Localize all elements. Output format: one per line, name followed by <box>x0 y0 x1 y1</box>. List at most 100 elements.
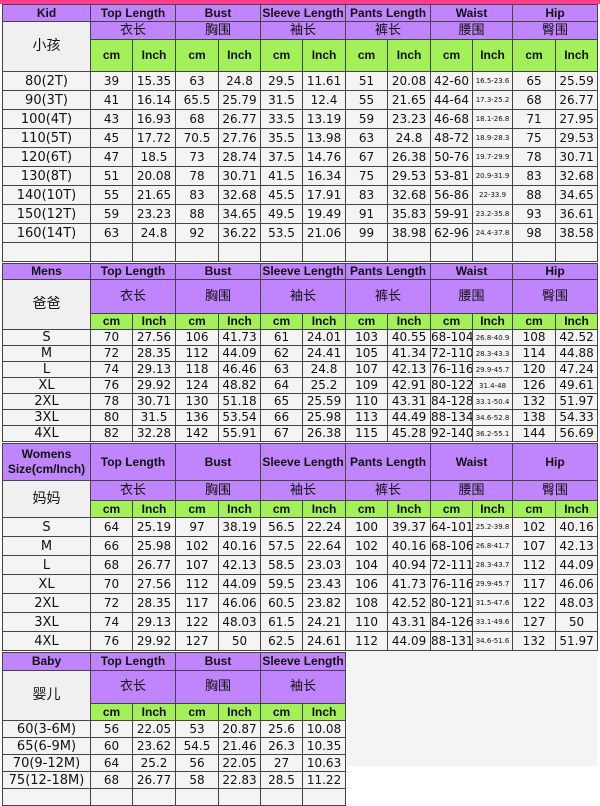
section-title-cn: 婴儿 <box>2 670 91 721</box>
table-cell: 40.55 <box>387 329 432 346</box>
table-cell: 76-116 <box>430 361 474 378</box>
table-cell: 29.53 <box>387 166 432 186</box>
table-cell: 29.92 <box>132 631 176 651</box>
table-cell: 136 <box>175 409 219 426</box>
table-cell: 99 <box>345 223 389 243</box>
empty-cell <box>512 242 557 262</box>
table-cell: 42.13 <box>387 361 432 378</box>
table-cell: 31.4-48 <box>472 377 514 394</box>
unit-inch: Inch <box>217 500 262 518</box>
table-cell: 72-110 <box>430 345 474 362</box>
empty-cell <box>175 242 219 262</box>
table-cell: 28.74 <box>217 147 262 167</box>
measure-header-cn: 胸围 <box>174 21 262 40</box>
table-cell: 22.64 <box>302 536 347 556</box>
table-row: 3XL 74 29.13 122 48.03 61.5 24.21 110 43.31 84-12… <box>2 612 599 632</box>
table-cell: 43.31 <box>387 612 432 632</box>
table-cell: 71 <box>512 109 557 129</box>
table-row: L 68 26.77 107 42.13 58.5 23.03 104 40.94 72-111 2… <box>2 555 599 575</box>
table-cell: 58 <box>175 771 219 789</box>
measure-header: Bust <box>174 652 262 671</box>
unit-inch: Inch <box>132 313 176 330</box>
table-cell: 104 <box>345 555 389 575</box>
empty-cell <box>430 242 474 262</box>
table-cell: 54.33 <box>555 409 599 426</box>
table-cell: 67 <box>345 147 389 167</box>
table-cell: 56.5 <box>260 517 304 537</box>
measure-header: Top Length <box>90 263 176 280</box>
table-cell: 41.73 <box>217 329 262 346</box>
table-cell: 46.46 <box>217 361 262 378</box>
table-cell: 51.97 <box>555 631 599 651</box>
table-cell: 107 <box>512 536 557 556</box>
table-cell: 19.7-29.9 <box>472 147 514 167</box>
table-cell: 31.5-47.6 <box>472 593 514 613</box>
table-cell: 33.1-50.4 <box>472 393 514 410</box>
table-row: 80(2T) 39 15.35 63 24.8 29.5 11.61 51 20.08 42-60… <box>2 71 599 91</box>
table-row: 90(3T) 41 16.14 65.5 25.79 31.5 12.4 55 21.65 44-… <box>2 90 599 110</box>
measure-header: Waist <box>430 443 514 481</box>
table-cell: 65.5 <box>175 90 219 110</box>
unit-cm: cm <box>260 313 304 330</box>
unit-cm: cm <box>90 39 133 72</box>
table-cell: 36.2-55.1 <box>472 425 514 442</box>
table-cell: 53 <box>175 720 219 738</box>
size-label: S <box>2 329 91 346</box>
table-cell: 107 <box>175 555 219 575</box>
table-cell: 50 <box>555 612 599 632</box>
table-cell: 144 <box>512 425 557 442</box>
unit-inch: Inch <box>555 313 599 330</box>
table-cell: 23.62 <box>132 737 176 755</box>
table-row: XL 76 29.92 124 48.82 64 25.2 109 42.91 80-122 31.… <box>2 377 599 394</box>
table-cell: 35.5 <box>260 128 304 148</box>
table-cell: 36.22 <box>217 223 262 243</box>
table-row: 60(3-6M) 56 22.05 53 20.87 25.6 10.08 <box>2 720 347 738</box>
table-cell: 34.6-51.6 <box>472 631 514 651</box>
empty-cell <box>2 788 91 806</box>
table-cell: 22.24 <box>302 517 347 537</box>
measure-header: Bust <box>174 443 262 481</box>
size-label: 75(12-18M) <box>2 771 91 789</box>
table-cell: 56.69 <box>555 425 599 442</box>
table-cell: 34.65 <box>555 185 599 205</box>
table-cell: 39.37 <box>387 517 432 537</box>
table-cell: 61 <box>260 329 304 346</box>
table-cell: 40.16 <box>555 517 599 537</box>
table-cell: 82 <box>90 425 133 442</box>
table-cell: 16.93 <box>132 109 176 129</box>
table-cell: 53.5 <box>260 223 304 243</box>
empty-cell <box>260 788 304 806</box>
table-cell: 24.8 <box>387 128 432 148</box>
measure-header: Sleeve Length <box>260 443 347 481</box>
table-cell: 43 <box>90 109 133 129</box>
table-cell: 23.2-35.8 <box>472 204 514 224</box>
empty-cell <box>217 788 262 806</box>
table-cell: 21.65 <box>387 90 432 110</box>
table-cell: 102 <box>175 536 219 556</box>
empty-row <box>2 242 599 262</box>
unit-cm: cm <box>512 39 557 72</box>
table-cell: 80-122 <box>430 377 474 394</box>
table-cell: 102 <box>512 517 557 537</box>
table-cell: 24.21 <box>302 612 347 632</box>
table-row: S 70 27.56 106 41.73 61 24.01 103 40.55 68-104 26.… <box>2 329 599 346</box>
measure-header: Pants Length <box>345 263 432 280</box>
measure-header-cn: 臀围 <box>512 480 599 501</box>
table-cell: 25.59 <box>555 71 599 91</box>
table-cell: 23.23 <box>132 204 176 224</box>
table-cell: 92 <box>175 223 219 243</box>
section-title-cn: 爸爸 <box>2 279 91 330</box>
empty-cell <box>302 242 347 262</box>
table-cell: 114 <box>512 345 557 362</box>
table-cell: 38.19 <box>217 517 262 537</box>
table-cell: 22.83 <box>217 771 262 789</box>
table-cell: 88-131 <box>430 631 474 651</box>
table-cell: 42.13 <box>555 536 599 556</box>
table-cell: 25.2 <box>132 754 176 772</box>
table-cell: 72 <box>90 593 133 613</box>
table-cell: 73 <box>175 147 219 167</box>
size-label: 65(6-9M) <box>2 737 91 755</box>
table-cell: 29.13 <box>132 612 176 632</box>
table-cell: 54.5 <box>175 737 219 755</box>
table-cell: 65 <box>512 71 557 91</box>
